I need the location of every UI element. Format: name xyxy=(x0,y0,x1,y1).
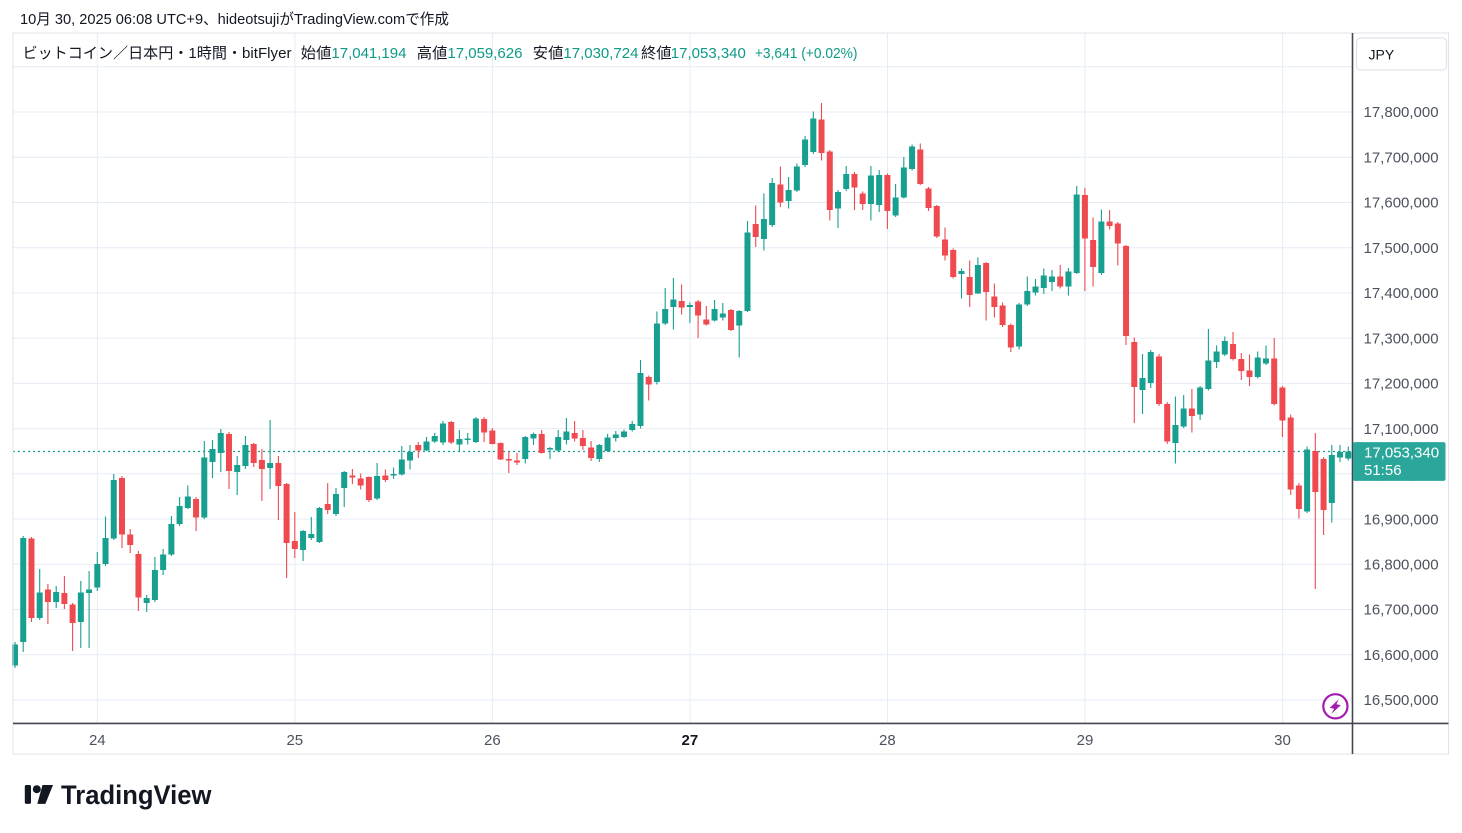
svg-text:16,500,000: 16,500,000 xyxy=(1364,692,1439,709)
svg-text:高値: 高値 xyxy=(417,45,448,62)
svg-text:24: 24 xyxy=(89,732,106,749)
svg-text:10月 30, 2025 06:08 UTC+9、hideo: 10月 30, 2025 06:08 UTC+9、hideotsujiがTrad… xyxy=(20,11,449,28)
svg-text:始値: 始値 xyxy=(301,45,332,62)
svg-text:JPY: JPY xyxy=(1369,47,1395,63)
svg-text:TradingView: TradingView xyxy=(61,780,212,810)
svg-text:17,300,000: 17,300,000 xyxy=(1364,330,1439,347)
svg-text:安値: 安値 xyxy=(533,45,564,62)
svg-text:17,053,340: 17,053,340 xyxy=(1364,445,1439,462)
svg-text:30: 30 xyxy=(1274,732,1291,749)
svg-text:17,041,194: 17,041,194 xyxy=(331,45,406,62)
svg-text:17,100,000: 17,100,000 xyxy=(1364,421,1439,438)
svg-text:16,800,000: 16,800,000 xyxy=(1364,557,1439,574)
svg-text:終値: 終値 xyxy=(641,45,672,62)
svg-text:17,500,000: 17,500,000 xyxy=(1364,240,1439,257)
svg-text:51:56: 51:56 xyxy=(1364,462,1402,479)
svg-text:17,059,626: 17,059,626 xyxy=(447,45,522,62)
svg-text:25: 25 xyxy=(286,732,303,749)
svg-text:17,200,000: 17,200,000 xyxy=(1364,376,1439,393)
svg-text:16,600,000: 16,600,000 xyxy=(1364,647,1439,664)
svg-text:17,030,724: 17,030,724 xyxy=(563,45,638,62)
svg-text:29: 29 xyxy=(1077,732,1094,749)
svg-text:26: 26 xyxy=(484,732,501,749)
svg-text:28: 28 xyxy=(879,732,896,749)
svg-text:17,053,340: 17,053,340 xyxy=(671,45,746,62)
svg-text:17,800,000: 17,800,000 xyxy=(1364,104,1439,121)
svg-text:16,900,000: 16,900,000 xyxy=(1364,511,1439,528)
svg-text:17,700,000: 17,700,000 xyxy=(1364,149,1439,166)
svg-text:16,700,000: 16,700,000 xyxy=(1364,602,1439,619)
svg-text:+3,641 (+0.02%): +3,641 (+0.02%) xyxy=(755,45,858,62)
svg-text:17,600,000: 17,600,000 xyxy=(1364,195,1439,212)
svg-text:27: 27 xyxy=(682,732,699,749)
svg-text:ビットコイン／日本円・1時間・bitFlyer: ビットコイン／日本円・1時間・bitFlyer xyxy=(23,45,292,62)
svg-text:17,400,000: 17,400,000 xyxy=(1364,285,1439,302)
